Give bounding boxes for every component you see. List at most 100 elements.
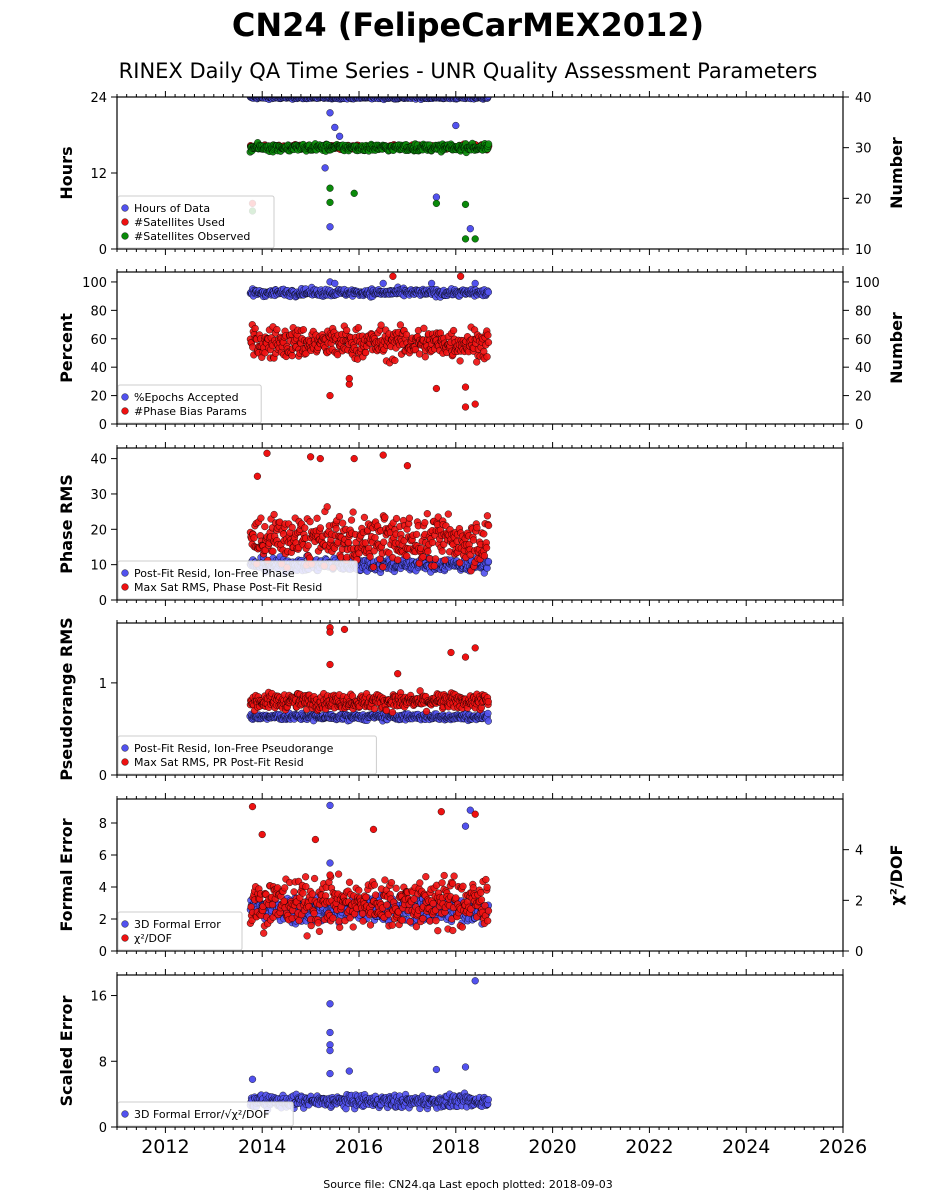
legend-marker (121, 407, 129, 415)
right-y-axis-label: Number (887, 312, 906, 384)
data-point (302, 873, 310, 881)
series-1 (246, 709, 492, 725)
right-y-tick-label: 40 (855, 361, 872, 376)
panel-2: 0 20 40 60 80 100 Percent 0 20 40 60 80 100 Number %Ep… (57, 266, 906, 433)
data-point (419, 553, 427, 561)
data-point (484, 288, 493, 296)
y-axis-label: Hours (57, 146, 76, 199)
data-point (402, 331, 411, 339)
y-axis-label: Pseudorange RMS (57, 617, 76, 780)
data-point (268, 900, 277, 909)
data-point (441, 556, 449, 564)
right-y-tick-label: 20 (855, 192, 872, 207)
data-point (303, 932, 311, 940)
data-point (370, 705, 379, 713)
data-point (422, 707, 431, 716)
series-1 (246, 97, 492, 233)
figure-title: CN24 (FelipeCarMEX2012) (232, 6, 704, 44)
legend: Hours of Data#Satellites Used#Satellites… (117, 195, 275, 249)
outlier-point (321, 164, 329, 172)
data-point (301, 524, 309, 532)
outlier-point (403, 462, 412, 470)
data-point (392, 514, 401, 523)
plot-frame (116, 271, 844, 425)
outlier-point (379, 451, 387, 459)
y-tick-label: 0 (99, 243, 107, 258)
data-points (246, 801, 493, 940)
right-y-tick-label: 20 (855, 390, 872, 405)
data-point (250, 534, 258, 542)
outlier-point (428, 279, 436, 288)
outlier-point (326, 801, 334, 810)
outlier-point (316, 455, 324, 463)
data-point (421, 519, 429, 527)
data-point (354, 324, 363, 332)
series-3 (246, 139, 493, 243)
outlier-point (326, 628, 334, 636)
data-point (480, 530, 488, 538)
outlier-point (379, 279, 387, 288)
y-tick-label: 1 (99, 677, 107, 692)
outlier-point (389, 272, 397, 280)
data-points (246, 97, 493, 243)
data-point (444, 510, 452, 518)
data-point (438, 547, 446, 555)
data-point (385, 549, 393, 557)
data-point (251, 324, 259, 333)
y-tick-label: 40 (90, 361, 107, 376)
data-point (485, 140, 493, 148)
outlier-point (263, 449, 271, 457)
outlier-point (461, 200, 470, 209)
data-point (316, 524, 325, 532)
data-point (288, 523, 296, 532)
data-point (382, 706, 391, 715)
data-point (483, 544, 491, 552)
y-tick-label: 80 (90, 304, 107, 319)
data-point (450, 326, 458, 335)
data-point (484, 97, 492, 100)
data-point (456, 559, 464, 567)
data-point (480, 347, 488, 356)
data-point (323, 503, 331, 511)
right-y-tick-label: 100 (855, 276, 880, 291)
data-point (332, 524, 340, 533)
data-point (295, 916, 303, 925)
data-point (288, 352, 296, 360)
data-point (257, 514, 265, 522)
data-point (362, 349, 370, 357)
outlier-point (447, 648, 455, 657)
outlier-point (326, 859, 334, 867)
legend: Post-Fit Resid, Ion-Free PseudorangeMax … (117, 735, 377, 775)
data-point (456, 357, 464, 365)
right-y-tick-label: 10 (855, 243, 872, 258)
outlier-point (326, 660, 334, 669)
outlier-point (466, 225, 474, 233)
y-tick-label: 40 (90, 453, 107, 468)
legend-box (117, 384, 262, 424)
data-point (483, 353, 491, 361)
outlier-point (461, 383, 470, 391)
data-point (347, 516, 356, 524)
data-point (413, 530, 421, 539)
data-point (388, 708, 397, 716)
data-point (484, 557, 493, 566)
data-point (391, 356, 399, 365)
outlier-point (326, 198, 334, 207)
legend-marker (121, 232, 129, 240)
legend-marker (121, 758, 129, 766)
y-tick-label: 20 (90, 523, 107, 538)
data-point (428, 538, 437, 547)
right-y-tick-label: 60 (855, 333, 872, 348)
outlier-point (457, 272, 465, 280)
legend-label: Max Sat RMS, Phase Post-Fit Resid (134, 581, 322, 594)
data-point (269, 547, 277, 555)
data-point (415, 350, 424, 358)
figure-subtitle: RINEX Daily QA Time Series - UNR Quality… (119, 59, 818, 83)
data-point (304, 541, 312, 550)
outlier-point (326, 223, 334, 231)
data-point (431, 555, 440, 563)
data-point (484, 331, 492, 339)
data-point (403, 552, 411, 560)
legend-marker (121, 204, 129, 212)
outlier-point (461, 235, 470, 243)
